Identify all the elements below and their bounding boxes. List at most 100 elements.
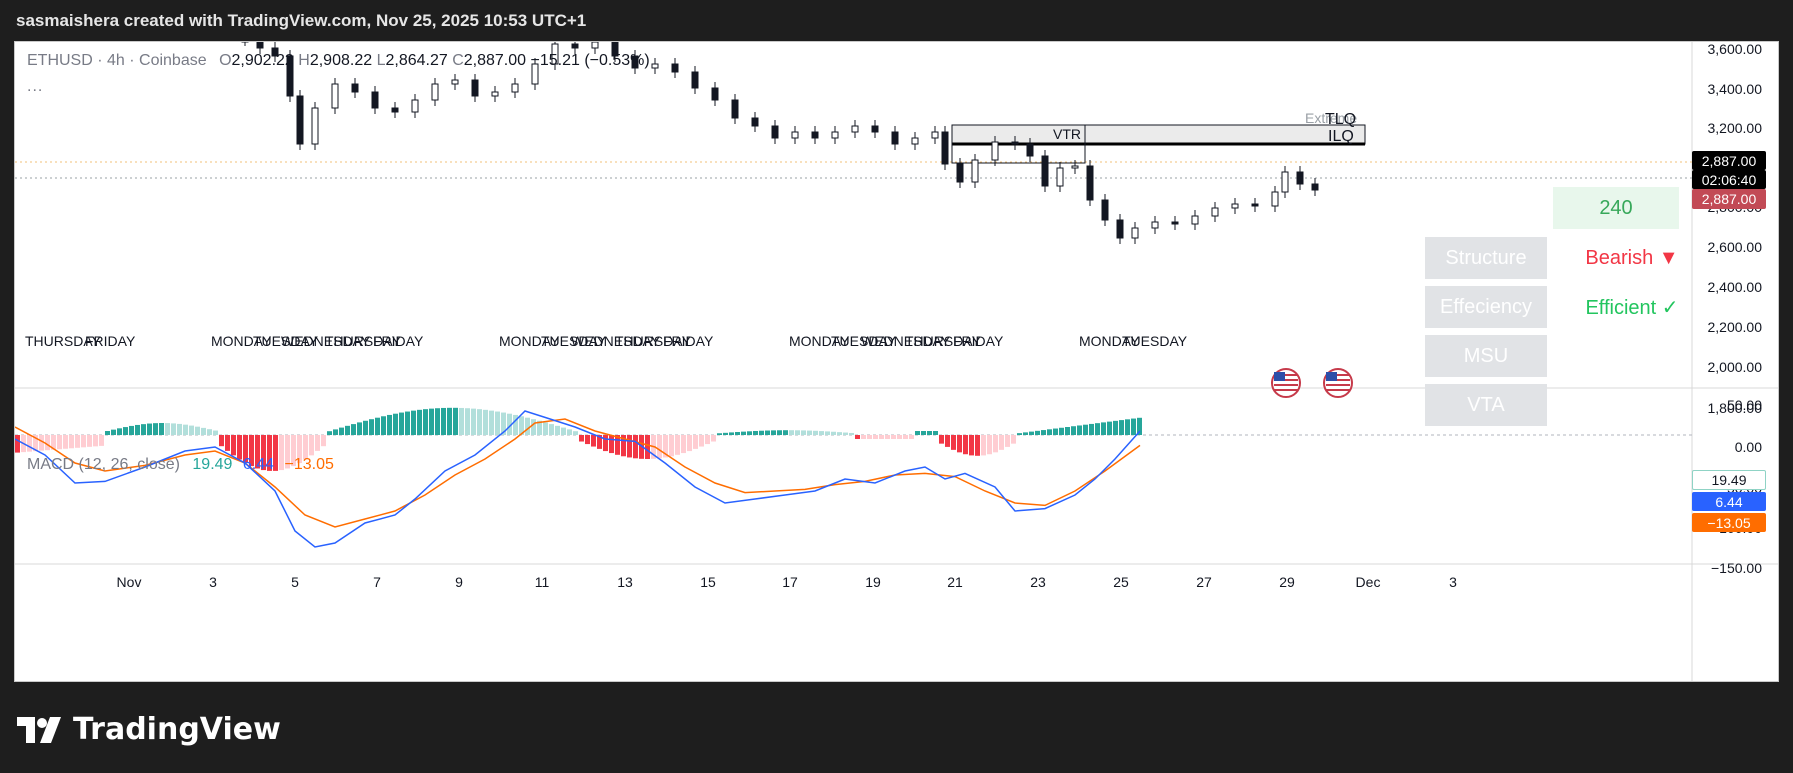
more-icon[interactable]: ... bbox=[27, 78, 44, 95]
macd-hist-bar bbox=[45, 435, 50, 451]
candle-body bbox=[671, 63, 679, 73]
macd-hist-bar bbox=[981, 435, 986, 456]
macd-hist-bar bbox=[585, 435, 590, 445]
time-tick-label: 7 bbox=[373, 574, 381, 590]
time-tick-label: 29 bbox=[1279, 574, 1295, 590]
candle-body bbox=[1151, 221, 1159, 229]
candle-body bbox=[1191, 215, 1199, 225]
macd-hist-bar bbox=[669, 435, 674, 457]
candle-body bbox=[911, 137, 919, 145]
high-label: H bbox=[298, 52, 310, 69]
macd-hist-bar bbox=[711, 435, 716, 442]
symbol-name[interactable]: ETHUSD · 4h · Coinbase bbox=[27, 52, 207, 69]
macd-hist-bar bbox=[717, 433, 722, 435]
candle-body bbox=[631, 55, 639, 69]
macd-hist-bar bbox=[57, 435, 62, 450]
macd-hist-bar bbox=[135, 424, 140, 435]
candle-body bbox=[931, 131, 939, 139]
macd-hist-bar bbox=[303, 435, 308, 460]
macd-hist-bar bbox=[1101, 422, 1106, 435]
candle-body bbox=[1011, 141, 1019, 145]
extreme-zone bbox=[951, 124, 1366, 145]
macd-hist-bar bbox=[51, 435, 56, 450]
price-tick-label: 2,000.00 bbox=[1708, 359, 1763, 375]
macd-hist-bar bbox=[1071, 426, 1076, 435]
macd-hist-bar bbox=[921, 431, 926, 435]
macd-hist-bar bbox=[219, 435, 224, 447]
candle-body bbox=[956, 163, 964, 183]
macd-hist-bar bbox=[591, 435, 596, 447]
candle-body bbox=[941, 131, 949, 165]
macd-hist-bar bbox=[75, 435, 80, 448]
day-label: TUESDAY bbox=[253, 333, 319, 349]
macd-line-value: 6.44 bbox=[242, 456, 275, 473]
macd-hist-bar bbox=[1059, 427, 1064, 435]
candle-body bbox=[431, 83, 439, 101]
candle-body bbox=[1271, 191, 1279, 207]
macd-hist-bar bbox=[171, 423, 176, 435]
macd-hist-bar bbox=[1035, 430, 1040, 435]
macd-hist-bar bbox=[801, 430, 806, 435]
macd-hist-bar bbox=[525, 417, 530, 435]
macd-hist-bar bbox=[375, 417, 380, 435]
macd-hist-bar bbox=[363, 420, 368, 435]
macd-tick-label: 50.00 bbox=[1727, 397, 1762, 413]
macd-hist-bar bbox=[687, 435, 692, 452]
macd-hist-bar bbox=[1047, 429, 1052, 435]
macd-hist-bar bbox=[141, 424, 146, 435]
day-label: THURSDAY bbox=[25, 333, 102, 349]
change-value: −15.21 (−0.53%) bbox=[530, 52, 650, 69]
macd-hist-bar bbox=[657, 435, 662, 459]
macd-hist-bar bbox=[1011, 435, 1016, 444]
day-label: WEDNESDAY bbox=[571, 333, 661, 349]
macd-hist-bar bbox=[459, 407, 464, 435]
structure-label: Structure bbox=[1425, 237, 1547, 279]
candle-body bbox=[351, 83, 359, 93]
macd-legend[interactable]: MACD (12, 26, close) 19.49 6.44 −13.05 bbox=[27, 456, 334, 474]
macd-hist-bar bbox=[189, 425, 194, 435]
candle-body bbox=[871, 125, 879, 133]
macd-hist-bar bbox=[867, 435, 872, 439]
macd-hist-bar bbox=[201, 427, 206, 435]
candle-body bbox=[1281, 171, 1289, 193]
macd-hist-bar bbox=[1083, 424, 1088, 435]
candle-body bbox=[831, 131, 839, 139]
macd-hist-bar bbox=[609, 435, 614, 454]
macd-hist-bar bbox=[885, 435, 890, 439]
macd-hist-bar bbox=[855, 435, 860, 439]
mark-price-label: 2,887.00 bbox=[1692, 189, 1766, 209]
macd-hist-bar bbox=[1029, 431, 1034, 435]
candle-body bbox=[1171, 221, 1179, 225]
macd-hist-bar bbox=[777, 430, 782, 435]
macd-hist-bar bbox=[933, 431, 938, 435]
macd-hist-value: 19.49 bbox=[192, 456, 233, 473]
macd-tick-label: 0.00 bbox=[1735, 439, 1762, 455]
low-value: 2,864.27 bbox=[385, 52, 448, 69]
candle-body bbox=[551, 43, 559, 65]
macd-hist-bar bbox=[603, 435, 608, 452]
macd-hist-bar bbox=[255, 435, 260, 469]
candle-body bbox=[451, 79, 459, 85]
day-label: TUESDAY bbox=[1122, 333, 1188, 349]
macd-hist-bar bbox=[315, 435, 320, 451]
macd-hist-bar bbox=[621, 435, 626, 457]
day-label: MONDAY bbox=[211, 333, 272, 349]
candle-body bbox=[296, 95, 304, 145]
time-tick-label: 5 bbox=[291, 574, 299, 590]
day-label: MONDAY bbox=[499, 333, 560, 349]
structure-value: Bearish ▼ bbox=[1585, 246, 1679, 269]
candle-body bbox=[1026, 143, 1034, 157]
candle-body bbox=[971, 159, 979, 183]
macd-hist-bar bbox=[345, 425, 350, 435]
macd-hist-bar bbox=[633, 435, 638, 459]
day-label: TUESDAY bbox=[831, 333, 897, 349]
macd-hist-bar bbox=[927, 431, 932, 435]
macd-hist-bar bbox=[495, 411, 500, 435]
macd-hist-bar bbox=[129, 425, 134, 435]
macd-hist-bar bbox=[1089, 423, 1094, 435]
macd-hist-bar bbox=[741, 431, 746, 435]
candle-body bbox=[1071, 165, 1079, 169]
macd-hist-bar bbox=[597, 435, 602, 449]
chart-frame[interactable]: Extreme TLQ ILQ VTR THURSDAY FRIDAY MONDAY TUE… bbox=[14, 41, 1779, 682]
